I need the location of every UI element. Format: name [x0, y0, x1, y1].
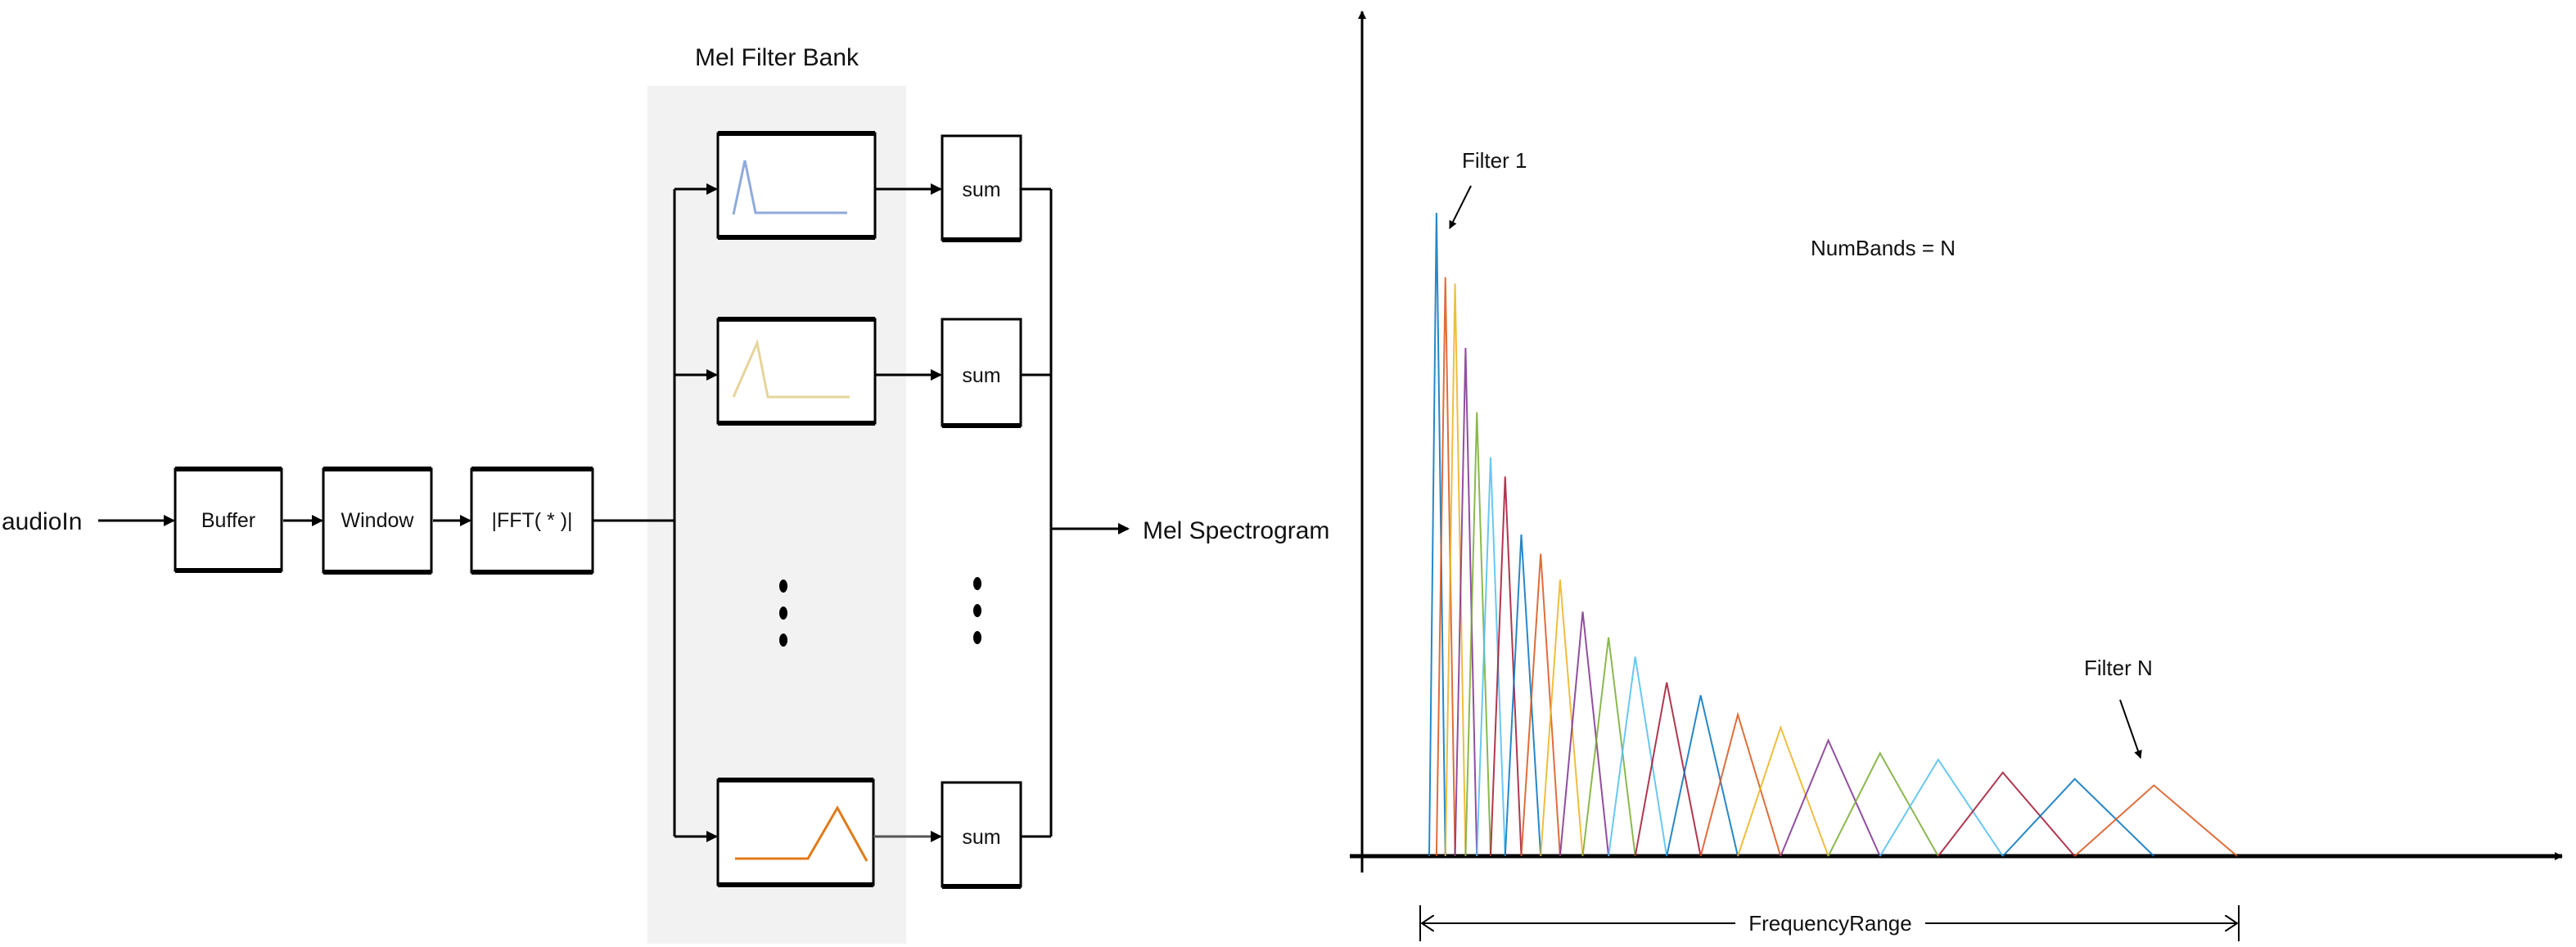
frequency-range-label: FrequencyRange — [1748, 911, 1911, 936]
buffer-block: Buffer — [174, 467, 283, 573]
window-block: Window — [322, 467, 433, 575]
splitter-lines — [593, 189, 676, 837]
filter-triangle-6 — [1476, 457, 1506, 857]
filter-1-arrow — [1449, 185, 1472, 229]
filter-triangle-19 — [1827, 751, 1939, 857]
filter-triangle-3 — [1444, 283, 1467, 857]
filter-n-glyph — [735, 805, 868, 862]
svg-text:sum: sum — [962, 826, 1000, 849]
filter-box-2 — [716, 317, 877, 426]
sum-box-2: sum — [941, 318, 1022, 428]
filter-triangle-20 — [1879, 758, 2004, 857]
svg-text:|FFT( * )|: |FFT( * )| — [491, 509, 572, 532]
sum-box-1: sum — [941, 134, 1022, 242]
filter-chart: Filter 1 NumBands = N Filter N Frequency… — [1350, 11, 2563, 941]
filter-triangle-13 — [1608, 656, 1668, 857]
filter-triangle-15 — [1666, 695, 1739, 857]
collector-lines — [1021, 187, 1053, 838]
filter-triangle-18 — [1780, 737, 1881, 857]
filter-triangle-22 — [2002, 778, 2155, 857]
filter-n-arrow — [2119, 699, 2142, 759]
svg-text:Window: Window — [341, 509, 415, 532]
filter-triangle-8 — [1504, 534, 1542, 857]
filter-1-glyph — [732, 160, 847, 215]
filter-bank-title: Mel Filter Bank — [695, 44, 859, 71]
filter-triangles — [1428, 212, 2238, 857]
filter-triangle-10 — [1540, 579, 1584, 857]
filter-1-label: Filter 1 — [1462, 148, 1527, 173]
filter-triangle-21 — [1938, 771, 2076, 857]
filter-box-1 — [716, 131, 877, 240]
fft-block: |FFT( * )| — [470, 467, 594, 575]
filter-triangle-1 — [1428, 212, 1446, 857]
filter-triangle-17 — [1737, 724, 1829, 857]
filter-triangle-7 — [1490, 476, 1523, 857]
audio-in-label: audioIn — [2, 508, 82, 535]
svg-text:Buffer: Buffer — [201, 509, 255, 532]
filter-triangle-9 — [1520, 553, 1561, 857]
filter-n-label: Filter N — [2084, 656, 2153, 680]
filter-ellipsis — [779, 579, 787, 647]
sum-ellipsis — [973, 577, 981, 644]
filter-triangle-16 — [1699, 711, 1782, 857]
filter-triangle-4 — [1454, 348, 1478, 857]
filter-box-n — [716, 778, 875, 887]
filter-triangle-12 — [1581, 637, 1636, 857]
svg-text:sum: sum — [962, 364, 1000, 387]
sum-box-n: sum — [941, 781, 1022, 889]
filter-triangle-14 — [1634, 682, 1702, 857]
filter-2-glyph — [732, 339, 850, 399]
filter-triangle-23 — [2073, 784, 2238, 857]
frequency-range-indicator: FrequencyRange — [1419, 905, 2240, 941]
num-bands-label: NumBands = N — [1811, 236, 1956, 260]
filter-triangle-2 — [1435, 277, 1456, 857]
filter-triangle-11 — [1559, 611, 1610, 857]
mel-spectrogram-label: Mel Spectrogram — [1143, 517, 1329, 544]
svg-text:sum: sum — [962, 178, 1000, 201]
filter-triangle-5 — [1464, 412, 1492, 857]
